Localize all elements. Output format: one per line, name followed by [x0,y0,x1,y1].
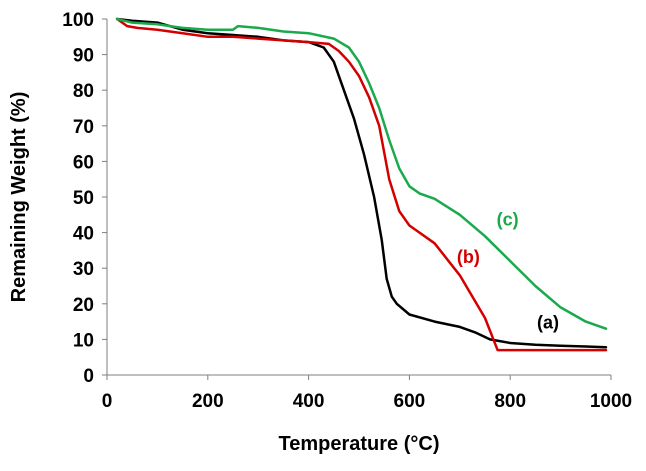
series-label-c: (c) [497,209,519,229]
y-tick-label: 40 [73,224,94,245]
y-tick-label: 60 [73,152,94,173]
series-line-a [115,17,608,349]
y-axis-title: Remaining Weight (%) [8,92,30,303]
plot-area: 0 200 400 600 800 1000 0 10 20 30 40 50 60 70 80 90 100… [62,10,632,412]
y-tick-label: 20 [73,295,94,316]
series-layer [115,17,608,352]
x-ticks: 0 200 400 600 800 1000 [102,375,632,412]
annotation-layer: (a) (b) (c) [457,209,559,332]
x-tick-label: 1000 [590,391,632,412]
x-tick-label: 600 [394,391,426,412]
x-tick-label: 200 [192,391,224,412]
series-label-a: (a) [537,313,559,333]
x-tick-label: 400 [293,391,325,412]
series-line-c [115,17,608,330]
x-tick-label: 800 [494,391,526,412]
y-tick-label: 0 [83,366,94,387]
x-axis-title: Temperature (°C) [279,433,440,455]
y-tick-label: 90 [73,46,94,67]
y-tick-label: 50 [73,188,94,209]
y-ticks: 0 10 20 30 40 50 60 70 80 90 100 [62,10,107,387]
x-tick-label: 0 [102,391,113,412]
y-tick-label: 100 [62,10,94,31]
y-tick-label: 80 [73,81,94,102]
y-tick-label: 30 [73,259,94,280]
y-tick-label: 10 [73,330,94,351]
series-line-b [115,17,608,352]
series-label-b: (b) [457,247,480,267]
y-tick-label: 70 [73,117,94,138]
